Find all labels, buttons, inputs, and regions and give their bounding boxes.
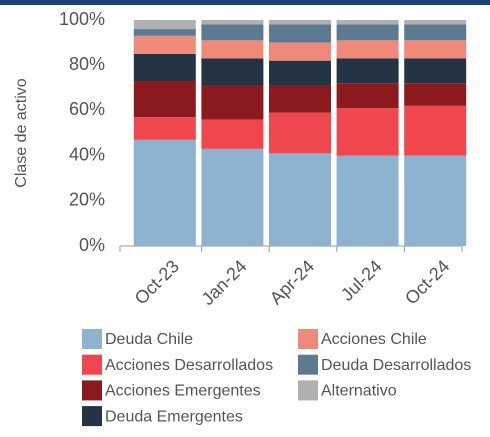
legend-swatch — [298, 354, 318, 375]
bar-segment — [133, 35, 196, 54]
bar-segment — [336, 83, 399, 109]
y-tick-label: 80% — [69, 54, 105, 74]
bar-segment — [336, 40, 399, 59]
x-tick-label: Apr-24 — [266, 256, 318, 308]
bar-segment — [133, 139, 196, 246]
legend-swatch — [82, 406, 102, 427]
bar-segment — [336, 108, 399, 156]
x-tick-label: Jan-24 — [198, 256, 251, 309]
bar-segment — [201, 40, 264, 59]
bar-segment — [201, 85, 264, 120]
x-tick-label: Jul-24 — [337, 256, 386, 305]
y-tick-label: 0% — [79, 235, 105, 255]
bar-segment — [201, 119, 264, 149]
bar-segment — [201, 24, 264, 41]
bar-segment — [133, 20, 196, 30]
legend-swatch — [298, 329, 318, 349]
bar-segment — [133, 29, 196, 36]
bar-segment — [404, 20, 467, 25]
y-tick-label: 100% — [59, 9, 105, 29]
legend-swatch — [298, 380, 318, 401]
legend-label: Acciones Desarrollados — [105, 357, 273, 374]
legend-swatch — [82, 354, 102, 375]
bar-segment — [133, 117, 196, 140]
x-tick-label: Oct-23 — [131, 256, 183, 308]
bar-segment — [336, 155, 399, 246]
y-axis-label: Clase de activo — [13, 78, 30, 187]
bar-segment — [269, 24, 331, 43]
bar-segment — [201, 148, 264, 246]
bar-segment — [133, 53, 196, 82]
bar-segment — [404, 40, 467, 59]
legend-label: Deuda Desarrollados — [321, 357, 471, 374]
y-tick-label: 60% — [69, 99, 105, 119]
bar-segment — [404, 155, 467, 246]
bar-segment — [133, 81, 196, 118]
legend-label: Acciones Chile — [321, 331, 427, 348]
bar-segment — [269, 42, 331, 61]
bar-segment — [269, 85, 331, 113]
bar-segment — [404, 83, 467, 106]
bar-segment — [336, 24, 399, 41]
top-band — [0, 0, 490, 5]
bar-segment — [404, 24, 467, 41]
y-tick-label: 20% — [69, 190, 105, 210]
bar-segment — [404, 58, 467, 84]
bar-segment — [269, 153, 331, 246]
bar-segment — [336, 20, 399, 25]
x-tick-label: Oct-24 — [401, 256, 453, 308]
legend-swatch — [82, 329, 102, 349]
bar-segment — [201, 58, 264, 86]
bar-segment — [201, 20, 264, 25]
bar-segment — [269, 20, 331, 25]
bar-segment — [336, 58, 399, 84]
bar-segment — [404, 105, 467, 156]
legend-label: Acciones Emergentes — [105, 383, 261, 400]
bar-segment — [269, 112, 331, 154]
legend-label: Deuda Chile — [105, 331, 193, 348]
legend-label: Alternativo — [321, 383, 397, 400]
bar-segment — [269, 60, 331, 86]
y-tick-label: 40% — [69, 144, 105, 164]
legend-label: Deuda Emergentes — [105, 408, 243, 425]
legend-swatch — [82, 380, 102, 401]
